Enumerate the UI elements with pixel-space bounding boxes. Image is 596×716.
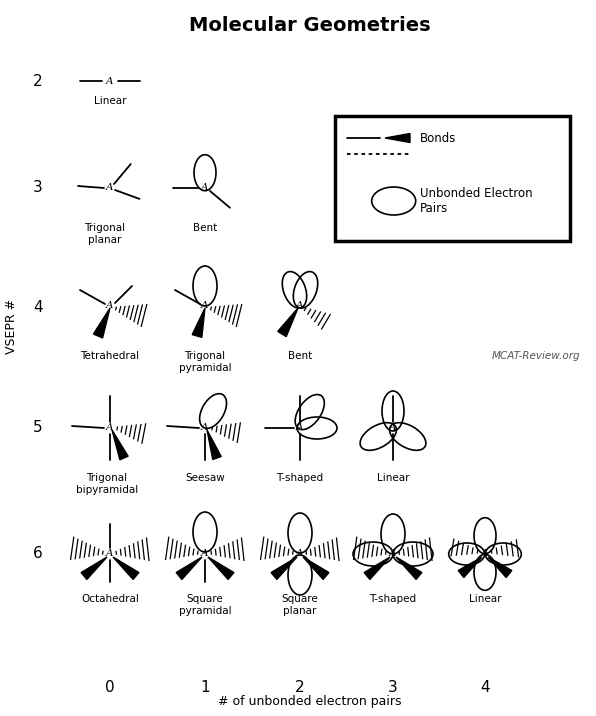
Text: Seesaw: Seesaw <box>185 473 225 483</box>
Text: 6: 6 <box>33 546 43 561</box>
Text: # of unbonded electron pairs: # of unbonded electron pairs <box>218 695 402 708</box>
Text: Molecular Geometries: Molecular Geometries <box>189 16 431 35</box>
Text: Trigonal
pyramidal: Trigonal pyramidal <box>179 351 231 372</box>
Text: A: A <box>106 183 114 193</box>
Text: Tetrahedral: Tetrahedral <box>80 351 139 361</box>
Text: A: A <box>201 423 209 432</box>
Polygon shape <box>303 557 329 579</box>
Text: 0: 0 <box>105 680 115 695</box>
Text: A: A <box>296 301 304 311</box>
Text: A: A <box>481 549 489 558</box>
Polygon shape <box>271 557 297 579</box>
Text: 4: 4 <box>33 301 43 316</box>
Text: 3: 3 <box>388 680 398 695</box>
Text: A: A <box>201 183 209 193</box>
Polygon shape <box>208 557 234 579</box>
Text: Bent: Bent <box>193 223 217 233</box>
Text: A: A <box>389 423 397 432</box>
Polygon shape <box>396 557 422 579</box>
Text: A: A <box>106 549 114 558</box>
Text: 2: 2 <box>33 74 43 89</box>
Text: Trigonal
bipyramidal: Trigonal bipyramidal <box>76 473 138 495</box>
Text: A: A <box>389 549 397 558</box>
Text: Trigonal
planar: Trigonal planar <box>85 223 126 245</box>
Text: 1: 1 <box>200 680 210 695</box>
Text: A: A <box>201 301 209 311</box>
Text: A: A <box>106 423 114 432</box>
Text: Bent: Bent <box>288 351 312 361</box>
Text: 2: 2 <box>295 680 305 695</box>
Text: MCAT-Review.org: MCAT-Review.org <box>491 351 580 361</box>
Polygon shape <box>81 557 107 579</box>
Polygon shape <box>192 308 205 337</box>
Polygon shape <box>94 308 110 338</box>
Text: A: A <box>106 77 114 85</box>
Polygon shape <box>112 430 128 460</box>
Text: Square
pyramidal: Square pyramidal <box>179 594 231 616</box>
Text: Linear: Linear <box>94 96 126 106</box>
Polygon shape <box>176 557 202 579</box>
Text: Unbonded Electron
Pairs: Unbonded Electron Pairs <box>420 187 533 215</box>
Polygon shape <box>113 557 139 579</box>
Polygon shape <box>278 308 298 337</box>
Text: Linear: Linear <box>377 473 409 483</box>
Polygon shape <box>207 430 221 460</box>
Bar <box>335 116 570 241</box>
Polygon shape <box>364 557 390 579</box>
Text: Bonds: Bonds <box>420 132 457 145</box>
Polygon shape <box>488 557 512 578</box>
Text: Octahedral: Octahedral <box>81 594 139 604</box>
Text: VSEPR #: VSEPR # <box>5 299 18 354</box>
Text: 5: 5 <box>33 420 43 435</box>
Text: Linear: Linear <box>468 594 501 604</box>
Text: A: A <box>201 549 209 558</box>
Text: A: A <box>296 549 304 558</box>
Text: Square
planar: Square planar <box>282 594 318 616</box>
Polygon shape <box>458 557 482 578</box>
Text: T-shaped: T-shaped <box>277 473 324 483</box>
Polygon shape <box>385 133 410 142</box>
Text: A: A <box>296 423 304 432</box>
Text: 4: 4 <box>480 680 490 695</box>
Text: T-shaped: T-shaped <box>370 594 417 604</box>
Text: 3: 3 <box>33 180 43 195</box>
Text: A: A <box>106 301 114 311</box>
